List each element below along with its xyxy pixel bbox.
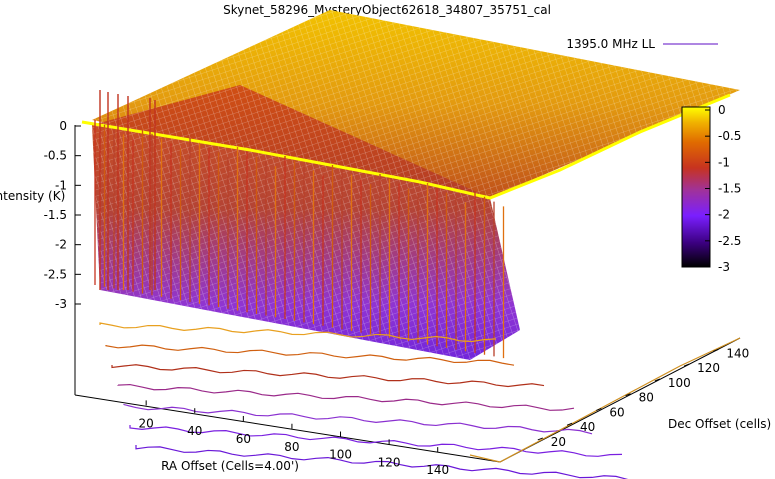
y-tick-label: 100 [668,376,691,390]
y-tick-mark [683,363,690,367]
y-axis-label: Dec Offset (cells) [668,417,771,431]
x-tick-label: 80 [284,440,299,454]
colorbar-tick-label: -1 [718,155,730,169]
colorbar-tick-label: -0.5 [718,129,741,143]
z-tick-label: 0 [59,119,67,133]
contour-line [129,425,623,457]
surface-spikes [94,90,505,359]
y-tick-label: 80 [639,391,654,405]
z-axis-label: Intensity (K) [0,189,65,203]
x-tick-label: 20 [139,416,154,430]
contour-line [99,322,497,343]
x-tick-label: 60 [236,432,251,446]
chart-title: Skynet_58296_MysteryObject62618_34807_35… [223,3,551,17]
contour-line [117,383,575,411]
colorbar-tick-label: -3 [718,260,730,274]
y-tick-mark [537,437,543,441]
z-tick-label: -2.5 [44,267,67,281]
z-tick-label: -2 [55,238,67,252]
colorbar-tick-label: -1.5 [718,182,741,196]
x-axis-label: RA Offset (Cells=4.00') [161,459,299,473]
y-tick-mark [625,393,631,397]
x-tick-label: 140 [426,463,449,477]
y-tick-label: 20 [551,435,566,449]
y-axis-ticks: 20 40 60 80 100 120 140 [537,346,749,449]
x-tick-label: 100 [329,448,352,462]
z-axis-ticks: 0 -0.5 -1 -1.5 -2 -2.5 -3 [44,119,81,311]
x-axis-ticks: 20 40 60 80 100 120 140 [139,400,449,477]
colorbar [681,106,711,268]
y-tick-label: 60 [609,405,624,419]
colorbar-tick-label: 0 [718,103,726,117]
contour-line [135,445,629,479]
colorbar-tick-label: -2 [718,208,730,222]
z-tick-label: -3 [55,297,67,311]
y-tick-mark [566,422,573,426]
y-tick-mark [713,348,719,352]
x-tick-label: 40 [187,424,202,438]
contour-line [111,364,545,388]
y-tick-label: 40 [580,420,595,434]
legend-label: 1395.0 MHz LL [566,37,655,51]
contour-line [469,337,741,463]
y-tick-mark [654,378,661,382]
z-tick-label: -0.5 [44,149,67,163]
contour-line [105,344,515,366]
colorbar-ticks: 0 -0.5 -1 -1.5 -2 -2.5 -3 [705,103,741,274]
y-tick-label: 120 [697,361,720,375]
x-tick-label: 120 [378,455,401,469]
contour-line [123,403,593,435]
z-tick-label: -1.5 [44,208,67,222]
base-contours [99,322,741,479]
colorbar-tick-label: -2.5 [718,234,741,248]
z-tick-label: -1 [55,178,67,192]
y-tick-mark [596,407,602,411]
y-tick-label: 140 [726,346,749,360]
